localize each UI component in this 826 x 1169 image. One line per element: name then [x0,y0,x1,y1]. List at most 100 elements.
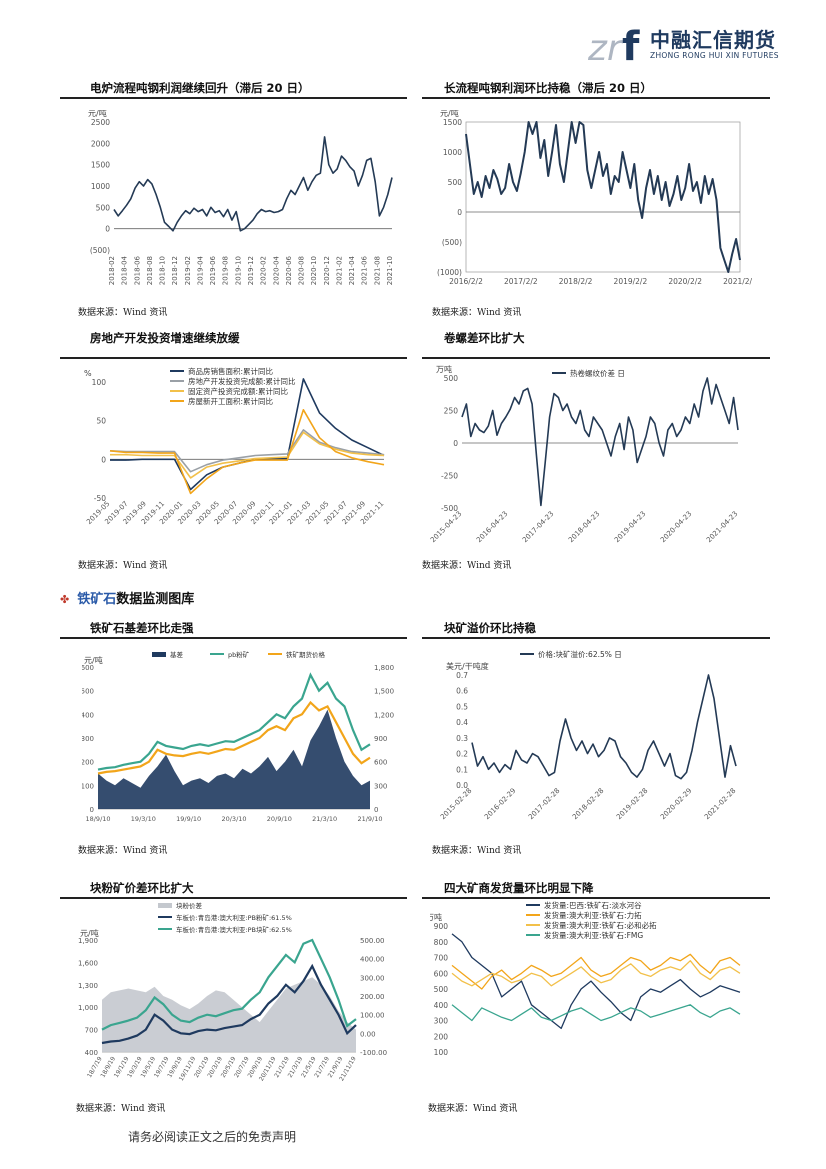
y-tick-label-left: 1,900 [78,937,98,945]
y-tick-label-right: 900 [374,735,387,743]
x-tick-label: 2018-02 [108,256,116,285]
legend-label: 铁矿期货价格 [286,650,326,659]
x-tick-label: 2016-02-29 [483,787,517,821]
zrf-logo-mark: zr f [587,24,640,70]
section-bullet-icon: ✤ [60,593,70,606]
y-tick-label-left: 700 [85,1027,98,1035]
y-tick-label: 900 [434,922,449,931]
y-tick-label: 500 [434,985,449,994]
title-rule [422,357,770,359]
y-tick-label: 0.3 [456,734,468,743]
title-rule [60,357,407,359]
chart-title-c5: 铁矿石基差环比走强 [90,621,194,635]
x-tick-label: 2021-02-28 [703,787,737,821]
x-tick-label: 2020/2/2 [668,277,702,286]
series-line [110,431,385,479]
y-tick-label: 0.5 [456,702,468,711]
chart-big4-shipments: 万吨900 800 700 600 500 400 300 200 100 发货量:巴西:铁矿石:… [430,900,741,1057]
x-tick-label: 2019-10 [234,256,242,285]
axis-unit: 元/吨 [88,110,107,118]
legend-label: 发货量:澳大利亚:铁矿石:力拓 [544,910,642,920]
y-tick-label: 0.1 [456,765,468,774]
title-rule [60,97,407,99]
y-tick-label: 0.2 [456,750,468,759]
y-tick-label-left: 1,600 [78,959,98,967]
x-tick-label: 2019-12 [247,256,255,285]
legend-label: 块粉价差 [176,901,203,910]
y-tick-label: 100 [92,378,107,387]
series-line [97,672,371,771]
legend-label: 发货量:澳大利亚:铁矿石:FMG [544,930,643,940]
y-tick-label-right: 300.00 [360,974,385,982]
legend-label: 车板价:青岛港:澳大利亚:PB粉矿:61.5% [176,913,292,922]
x-tick-label: 2018-10 [159,256,167,285]
x-tick-label: 2021-10 [386,256,394,285]
legend-label: pb粉矿 [228,650,250,659]
legend-label: 固定资产投资完成额:累计同比 [188,386,289,396]
x-tick-label: 19/9/10 [176,815,201,823]
x-tick-label: 19/3/10 [131,815,156,823]
source-note: 数据来源：Wind 资讯 [432,846,522,856]
x-tick-label: 21/9/10 [357,815,382,823]
series-line [465,121,741,273]
axis-unit: % [84,369,92,378]
company-name-cn: 中融汇信期货 [650,28,776,52]
x-tick-label: 2018-08 [146,256,154,285]
x-tick-label: 2018-12 [171,256,179,285]
y-tick-label: 300 [434,1017,449,1026]
section-highlight: 铁矿石 [77,592,117,607]
x-tick-label: 2019-08 [222,256,230,285]
series-line [461,377,739,507]
x-tick-label: 2020-12 [323,256,331,285]
axis-unit: 元/吨 [84,655,103,665]
axis-unit: 元/吨 [440,110,459,118]
y-tick-label: 0.7 [456,671,468,680]
legend-label: 价格:块矿溢价:62.5% 日 [538,649,622,659]
y-tick-label: 600 [434,969,449,978]
x-tick-label: 2019-04-23 [613,510,647,544]
y-tick-label: 2500 [91,118,110,127]
chart-title-c3: 房地产开发投资增速继续放缓 [90,331,240,345]
title-rule [422,637,770,639]
axis-unit: 美元/干吨度 [446,661,489,671]
y-tick-label-right: 200.00 [360,993,385,1001]
y-tick-label-right: 0 [374,806,378,814]
x-tick-label: 2016-04-23 [475,510,509,544]
legend-label: 房屋新开工面积:累计同比 [188,396,274,406]
section-heading: ✤ 铁矿石数据监测图库 [60,588,194,607]
x-tick-label: 2018-02-28 [571,787,605,821]
chart-title-c8: 四大矿商发货量环比明显下降 [444,881,594,895]
y-tick-label-left: 600 [82,664,94,672]
y-tick-label-right: 100.00 [360,1012,385,1020]
series-line [451,933,741,1030]
x-tick-label: 2021/2/2 [723,277,752,286]
series-line [451,1004,741,1022]
y-tick-label-left: 100 [82,782,94,790]
chart-title-c6: 块矿溢价环比持稳 [444,621,536,635]
x-tick-label: 2019/2/2 [614,277,648,286]
y-tick-label-left: 200 [82,759,94,767]
series-line [113,136,393,232]
axis-unit: 万吨 [430,912,442,922]
series-area [102,977,356,1052]
section-rest: 数据监测图库 [116,592,195,607]
x-tick-label: 2016/2/2 [449,277,483,286]
x-tick-label: 2020-02-29 [659,787,693,821]
x-tick-label: 2020-04-23 [659,510,693,544]
y-tick-label: 50 [96,417,106,426]
y-tick-label-left: 0 [90,806,94,814]
x-tick-label: 20/3/10 [221,815,246,823]
y-tick-label: 0 [453,439,458,448]
series-line [451,953,741,990]
legend-label: 热卷螺纹价差 日 [570,368,625,378]
y-tick-label: -50 [94,494,106,503]
y-tick-label: 500 [444,374,459,383]
legend-label: 商品房销售面积:累计同比 [188,366,274,376]
y-tick-label: 500 [448,178,463,187]
y-tick-label: (1000) [437,268,462,277]
legend-swatch [158,903,172,908]
axis-unit: 元/吨 [80,928,99,938]
legend-swatch [152,652,166,657]
